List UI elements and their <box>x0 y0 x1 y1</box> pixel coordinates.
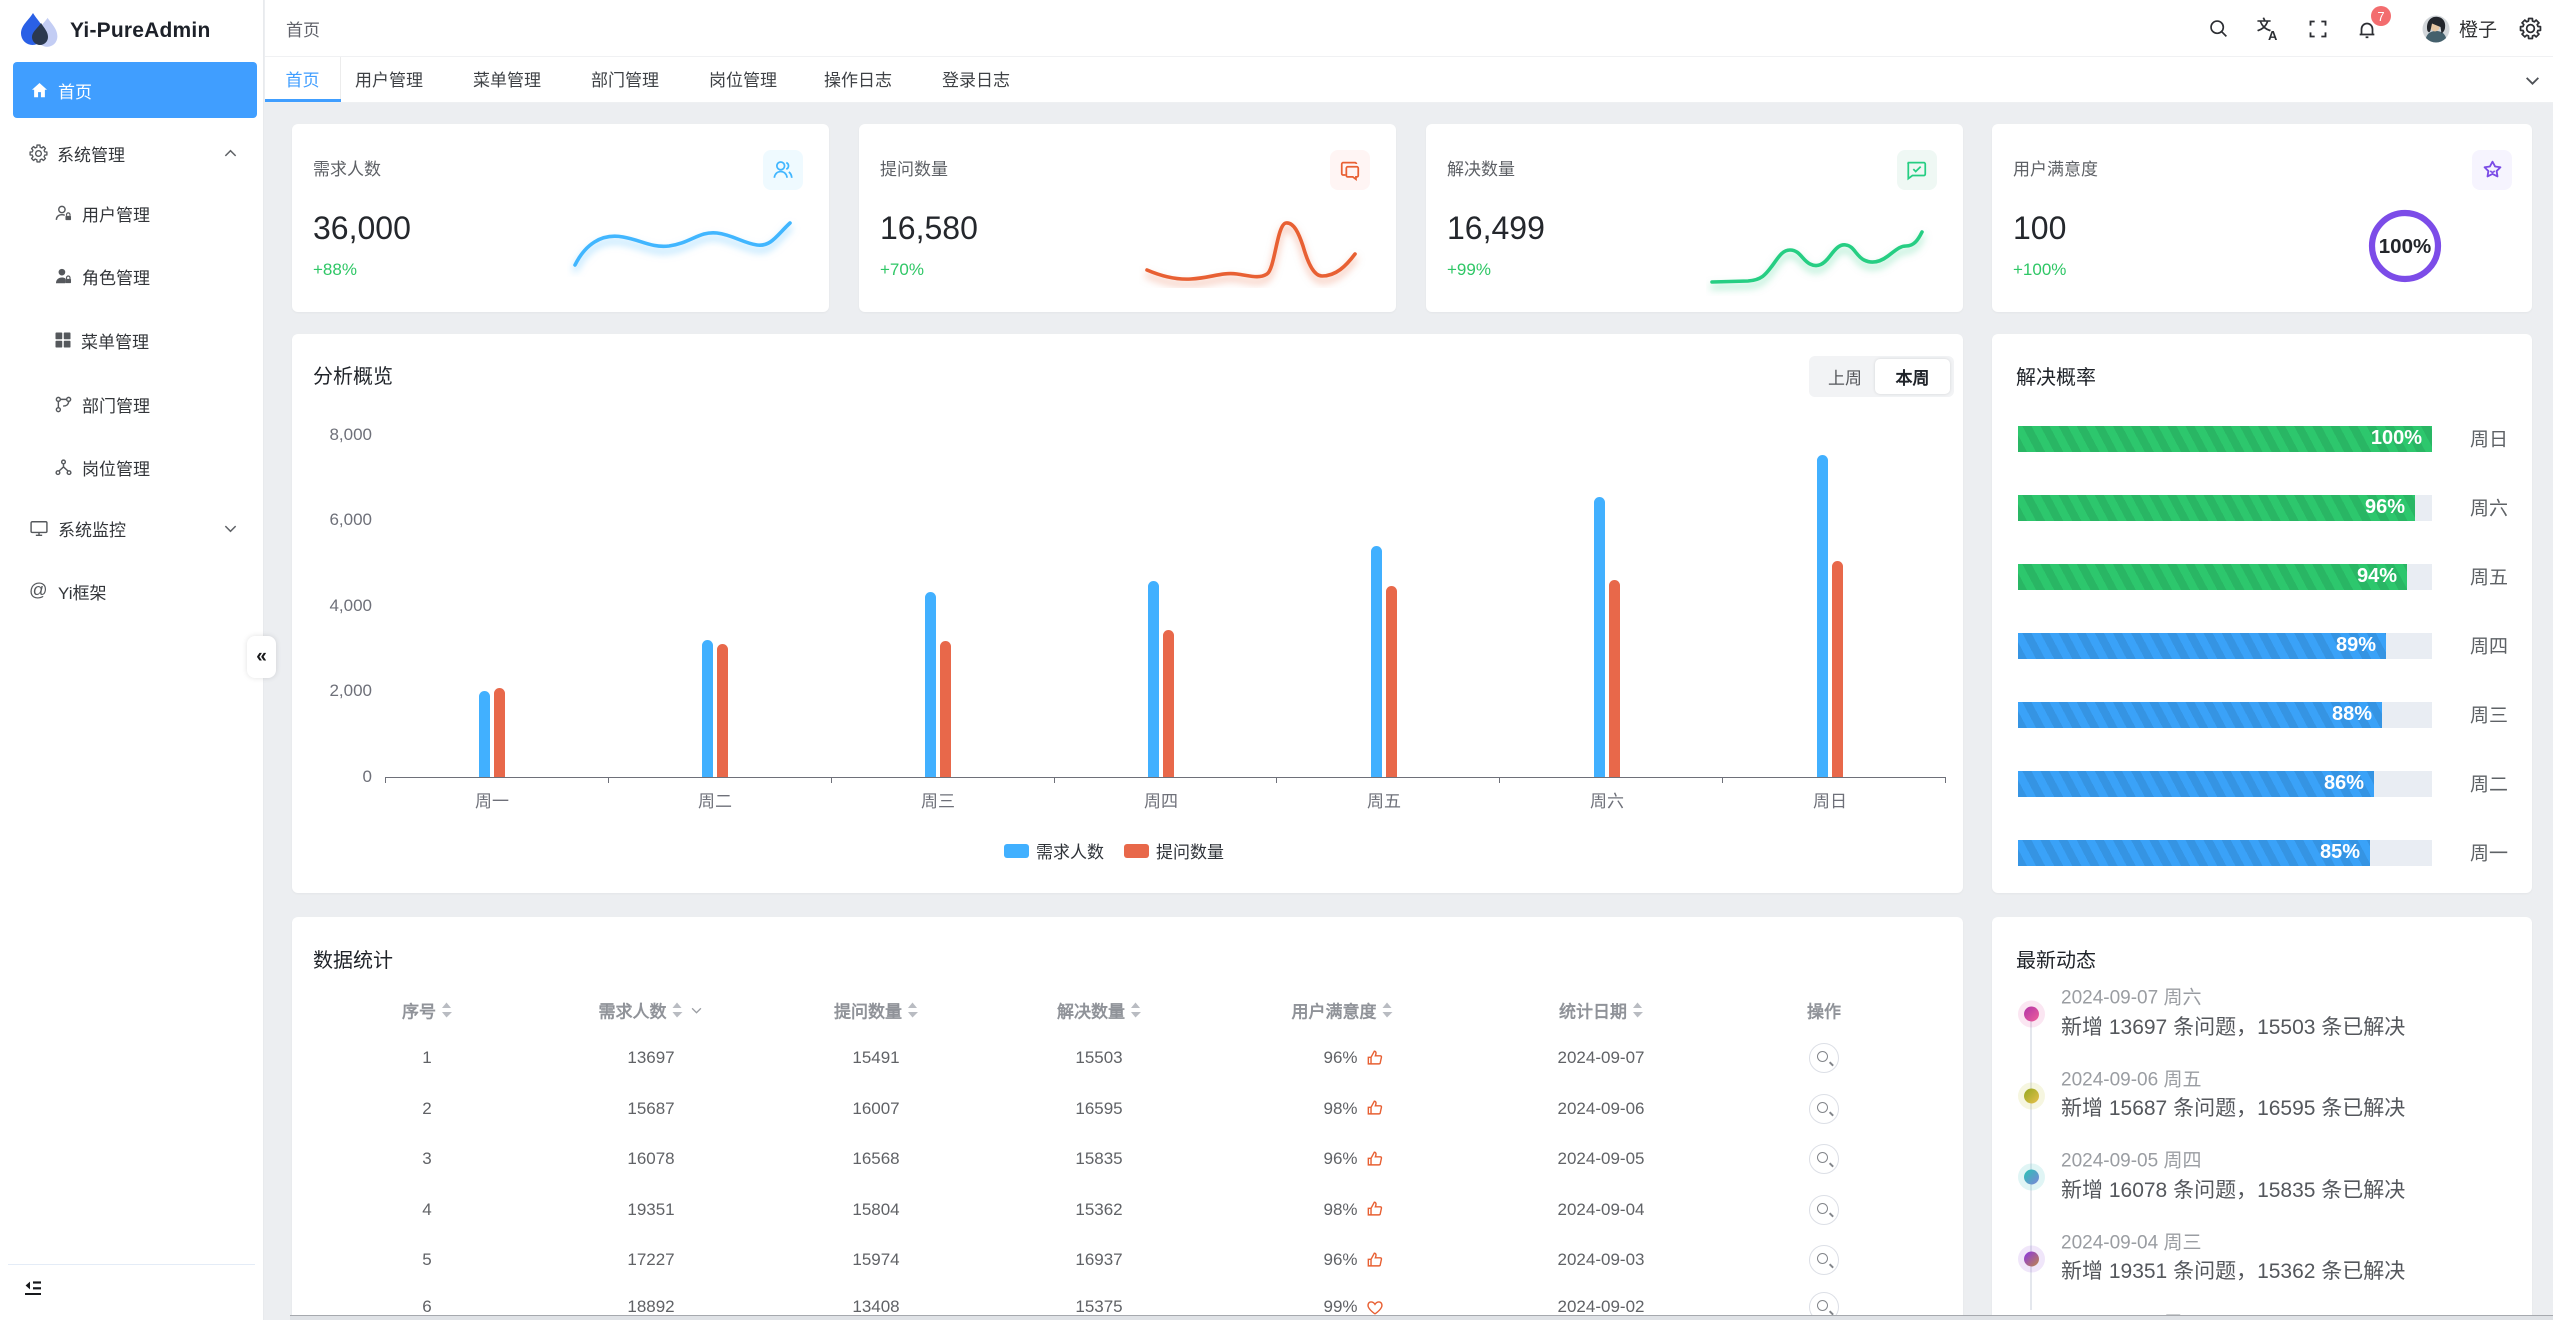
svg-text:A: A <box>2268 28 2278 41</box>
svg-text:100%: 100% <box>2379 235 2431 258</box>
svg-text:@: @ <box>29 581 48 600</box>
svg-text:文: 文 <box>2257 17 2272 33</box>
